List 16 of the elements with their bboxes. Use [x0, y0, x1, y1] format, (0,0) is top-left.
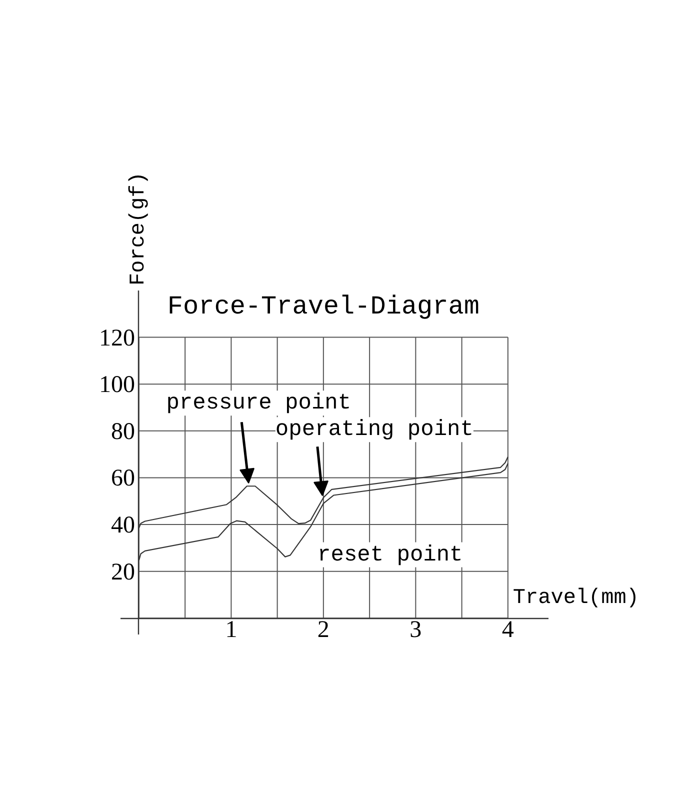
y-tick-label: 100 — [98, 372, 135, 398]
annotation: pressure point — [166, 390, 352, 416]
chart-title: Force-Travel-Diagram — [167, 292, 480, 322]
y-tick-label: 120 — [98, 325, 135, 352]
x-axis-title: Travel(mm) — [512, 587, 639, 610]
y-tick-label: 40 — [110, 512, 135, 539]
y-tick-label: 80 — [110, 418, 135, 445]
x-tick-label: 1 — [225, 617, 238, 644]
x-tick-label: 2 — [317, 617, 330, 644]
y-tick-label: 60 — [110, 466, 135, 492]
x-tick-label: 3 — [410, 617, 422, 644]
x-tick-label: 4 — [502, 617, 514, 644]
annotation: reset point — [318, 542, 463, 568]
y-tick-label: 20 — [110, 559, 135, 586]
annotation: operating point — [275, 417, 474, 442]
y-axis-title: Force(gf) — [127, 172, 150, 286]
